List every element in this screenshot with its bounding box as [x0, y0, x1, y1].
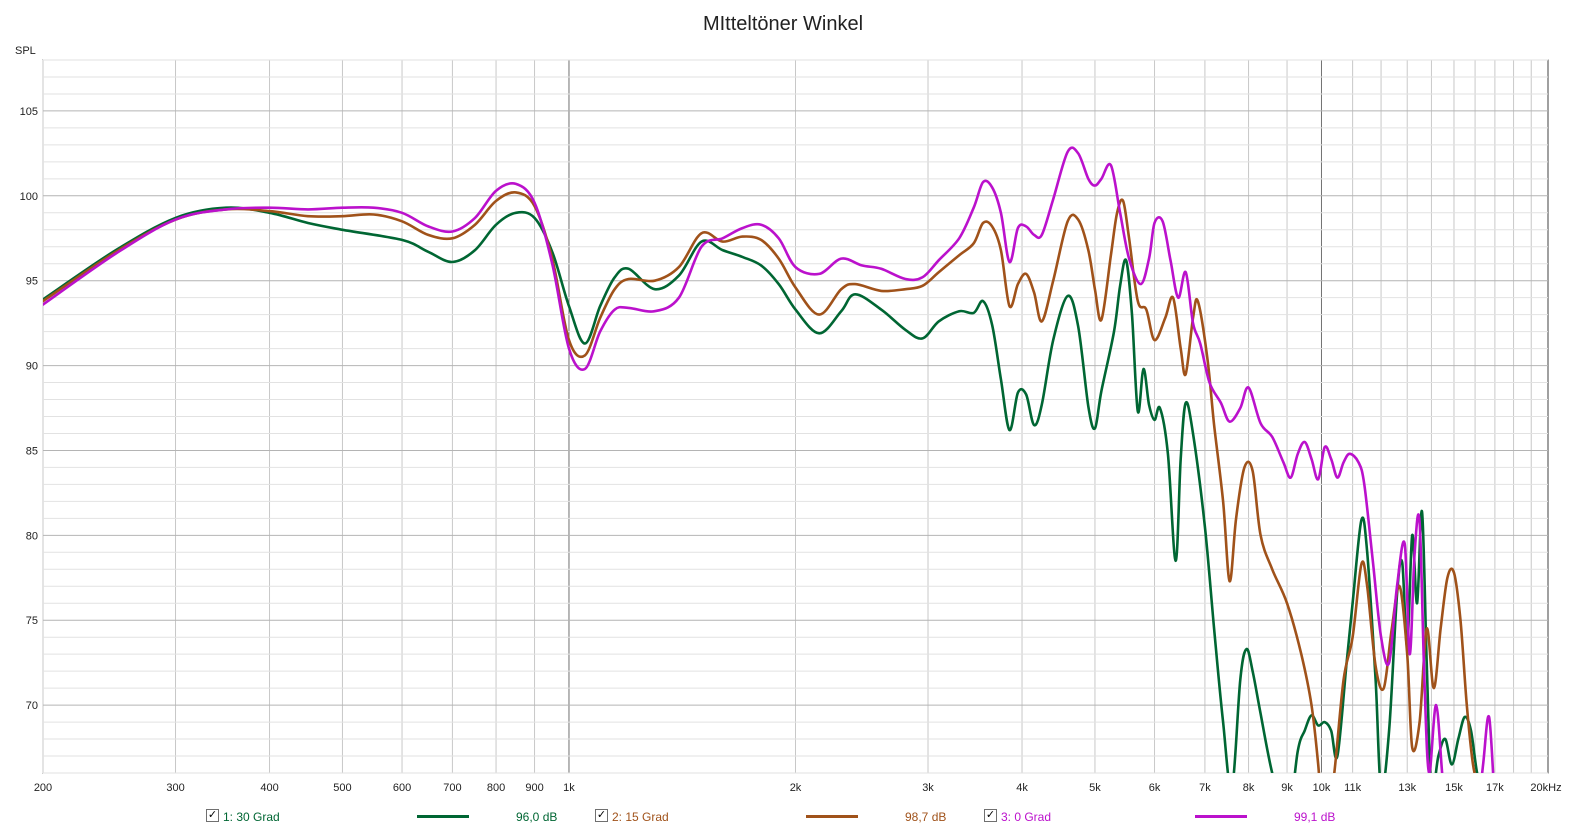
y-axis-label: SPL	[15, 45, 36, 57]
x-tick-label: 200	[34, 782, 52, 794]
x-tick-label: 300	[166, 782, 184, 794]
series-2-label: 2: 15 Grad	[612, 810, 669, 824]
chart-title: MItteltöner Winkel	[703, 13, 863, 35]
series-3-line	[43, 146, 1495, 773]
x-tick-label: 6k	[1149, 782, 1161, 794]
x-tick-label: 4k	[1016, 782, 1028, 794]
y-tick-label: 100	[20, 191, 38, 203]
series-2-line	[43, 191, 1476, 773]
x-tick-label: 15k	[1445, 782, 1463, 794]
x-tick-label: 3k	[922, 782, 934, 794]
y-tick-label: 85	[26, 445, 38, 457]
x-tick-label: 17k	[1486, 782, 1504, 794]
x-tick-label: 5k	[1089, 782, 1101, 794]
series-2-checkbox[interactable]: ✓	[595, 809, 608, 822]
series-1-line	[43, 206, 1479, 773]
x-tick-label: 800	[487, 782, 505, 794]
series-2-swatch	[806, 815, 858, 818]
series-1-checkbox[interactable]: ✓	[206, 809, 219, 822]
x-tick-label: 400	[260, 782, 278, 794]
series-3-checkbox[interactable]: ✓	[984, 809, 997, 822]
y-tick-label: 75	[26, 615, 38, 627]
x-tick-label: 10k	[1313, 782, 1331, 794]
x-tick-label: 13k	[1398, 782, 1416, 794]
x-tick-label: 8k	[1243, 782, 1255, 794]
y-tick-label: 90	[26, 361, 38, 373]
x-tick-label: 500	[333, 782, 351, 794]
x-tick-label: 11k	[1344, 782, 1361, 794]
series-2-level: 98,7 dB	[905, 810, 947, 824]
series-1-label: 1: 30 Grad	[223, 810, 280, 824]
y-tick-label: 70	[26, 700, 38, 712]
x-tick-label: 20kHz	[1530, 782, 1561, 794]
series-3-swatch	[1195, 815, 1247, 818]
x-tick-label: 9k	[1281, 782, 1293, 794]
y-tick-label: 80	[26, 530, 38, 542]
x-tick-label: 700	[443, 782, 461, 794]
series-1-level: 96,0 dB	[516, 810, 558, 824]
x-tick-label: 7k	[1199, 782, 1211, 794]
series-1-swatch	[417, 815, 469, 818]
x-tick-label: 2k	[790, 782, 802, 794]
series-3-label: 3: 0 Grad	[1001, 810, 1052, 824]
x-tick-label: 600	[393, 782, 411, 794]
x-tick-label: 1k	[563, 782, 575, 794]
y-tick-label: 105	[20, 106, 38, 118]
y-tick-label: 95	[26, 276, 38, 288]
series-3-level: 99,1 dB	[1294, 810, 1336, 824]
x-tick-label: 900	[525, 782, 543, 794]
